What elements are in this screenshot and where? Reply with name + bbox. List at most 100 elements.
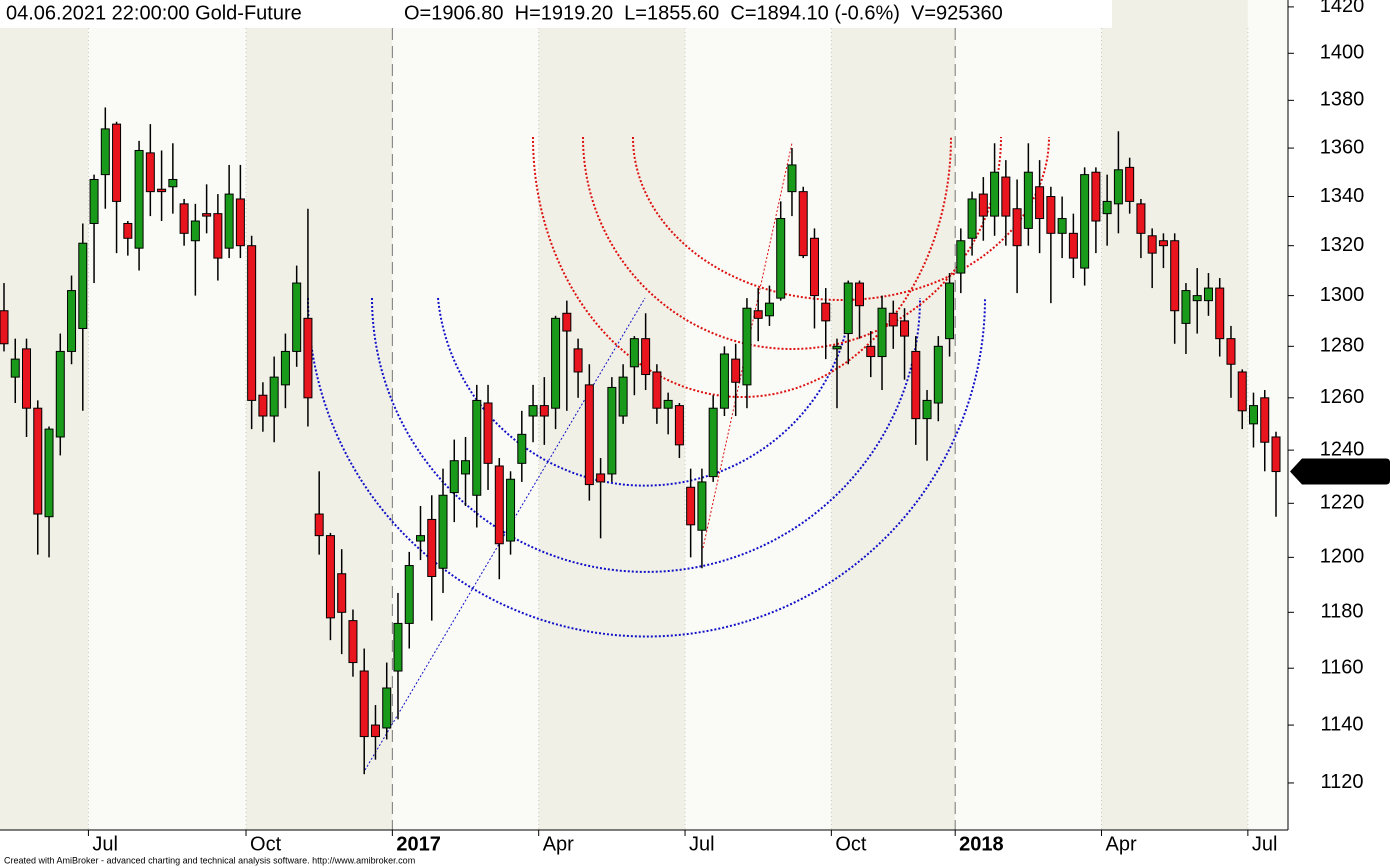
x-tick-label: 2017 [396,833,441,855]
candle-body [224,193,234,249]
candle-body [10,358,20,378]
candle-body [832,345,842,350]
arc [371,297,921,573]
candle-body [190,220,200,242]
candle-body [1260,397,1270,443]
candle-body [89,178,99,224]
candle-body [258,394,268,417]
background-bands [0,0,1248,830]
y-tick-label: 1380 [1320,89,1365,111]
candle-body [539,405,549,417]
candle-body [1080,174,1090,269]
candle-body [1068,232,1078,259]
candle-body [325,535,335,619]
candle-body [157,188,167,193]
candle-body [202,213,212,217]
candle-body [967,198,977,239]
candle-body [112,123,122,202]
candle-body [280,350,290,386]
candle-body [438,494,448,569]
candle-body [1046,196,1056,234]
ohlc-info: O=1906.80 H=1919.20 L=1855.60 C=1894.10 … [404,2,1003,24]
candle-body [686,486,696,526]
candle-body [100,128,110,176]
candle-body [933,345,943,404]
candle-body [67,290,77,352]
candle-body [247,245,257,401]
candle-body [1237,371,1247,412]
candle-body [843,282,853,335]
candle-body [179,203,189,234]
x-tick-label: Oct [250,833,282,855]
candle-body [292,282,302,352]
axes: Jul Oct 2017 Apr Jul Oct 2018 Apr Jul 1120 1140 116… [87,0,1390,855]
candle-body [888,312,898,327]
credit: Created with AmiBroker - advanced charti… [4,855,415,865]
candle-body [145,152,155,193]
y-tick-label: 1140 [1320,713,1363,735]
candle-body [798,191,808,257]
candle-body [427,518,437,577]
last-price-marker [1290,458,1390,485]
candle-body [855,282,865,307]
y-tick-label: 1220 [1320,492,1365,514]
candle-body [978,193,988,217]
candle-body [742,307,752,386]
candle-body [990,171,1000,217]
y-tick-label: 1240 [1320,438,1365,460]
candle-body [573,348,583,373]
candle-body [866,345,876,358]
candle-body [809,237,819,297]
candle-body [911,350,921,420]
candle-body [494,465,504,545]
candle-body [877,307,887,358]
candle-body [506,478,516,542]
band [685,0,832,830]
candle-body [1125,166,1135,202]
candle-body [314,513,324,537]
candle-body [55,350,65,438]
candle-body [483,402,493,464]
y-tick-label: 1320 [1320,234,1365,256]
trend-line [364,297,646,771]
x-tick-label: Jul [1252,833,1278,855]
band [1101,0,1248,830]
x-tick-label: Jul [689,833,715,855]
candle-body [1136,203,1146,234]
candle-body [0,310,9,345]
candle-body [33,407,43,515]
band [392,0,539,830]
candle-body [731,358,741,383]
candle-body [1147,235,1157,254]
candle-body [348,620,358,664]
candle-body [1057,218,1067,234]
candle-body [44,428,54,518]
candle-body [303,317,313,399]
candles [0,107,1281,775]
candle-body [1091,171,1101,222]
candle-body [1203,287,1213,302]
band [831,0,956,830]
fib-arcs-red [532,136,1050,549]
candle-body [123,222,133,239]
arc [632,136,1050,301]
candle-body [528,405,538,417]
candle-body [787,164,797,193]
x-tick-label: Jul [92,833,118,855]
fib-arcs-blue [307,297,986,771]
y-tick-label: 1340 [1320,185,1365,207]
candle-body [753,310,763,319]
y-tick-label: 1280 [1320,335,1365,357]
candle-body [956,240,966,274]
band [246,0,393,830]
candle-body [449,460,459,494]
y-tick-label: 1200 [1320,546,1365,568]
y-tick-label: 1120 [1320,771,1363,793]
candle-body [517,433,527,464]
grid [87,28,1249,830]
candle-body [708,407,718,478]
candle-body [134,149,144,249]
last-price-label: 1231.9 [1315,460,1376,482]
candle-body [719,353,729,409]
candle-body [584,384,594,486]
